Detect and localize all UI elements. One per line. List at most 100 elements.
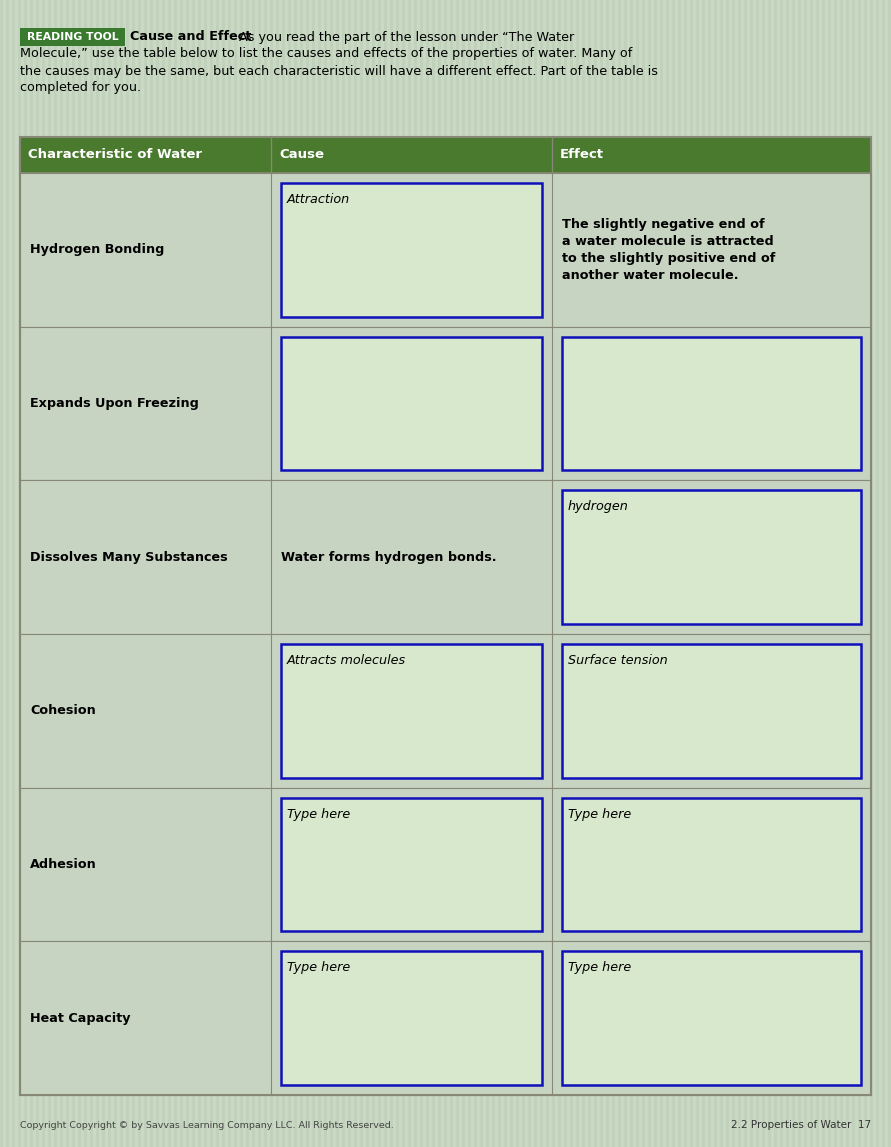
Bar bbox=[510, 0, 512, 1147]
Bar bbox=[852, 0, 854, 1147]
Bar bbox=[696, 0, 699, 1147]
Bar bbox=[816, 0, 819, 1147]
Bar bbox=[228, 0, 231, 1147]
Bar bbox=[804, 0, 806, 1147]
Bar bbox=[0, 0, 3, 1147]
Bar bbox=[414, 0, 416, 1147]
Bar bbox=[20, 136, 871, 1095]
Text: Type here: Type here bbox=[287, 807, 350, 820]
Bar bbox=[666, 0, 668, 1147]
Bar bbox=[606, 0, 609, 1147]
Bar bbox=[528, 0, 530, 1147]
Bar bbox=[714, 0, 716, 1147]
Bar bbox=[558, 0, 560, 1147]
Bar bbox=[822, 0, 824, 1147]
Bar bbox=[432, 0, 435, 1147]
Text: READING TOOL: READING TOOL bbox=[27, 32, 119, 42]
Bar bbox=[20, 327, 871, 481]
Bar bbox=[108, 0, 110, 1147]
Bar bbox=[768, 0, 771, 1147]
Text: Copyright Copyright © by Savvas Learning Company LLC. All Rights Reserved.: Copyright Copyright © by Savvas Learning… bbox=[20, 1121, 394, 1130]
Bar bbox=[624, 0, 626, 1147]
Bar bbox=[222, 0, 225, 1147]
Bar bbox=[888, 0, 890, 1147]
Bar bbox=[810, 0, 813, 1147]
Bar bbox=[168, 0, 170, 1147]
Text: hydrogen: hydrogen bbox=[568, 500, 629, 514]
Bar bbox=[354, 0, 356, 1147]
Bar bbox=[180, 0, 183, 1147]
Text: Attraction: Attraction bbox=[287, 193, 350, 206]
Bar bbox=[138, 0, 141, 1147]
Text: Cause: Cause bbox=[279, 148, 324, 162]
Bar bbox=[486, 0, 488, 1147]
Bar bbox=[281, 797, 542, 931]
Text: Type here: Type here bbox=[287, 961, 350, 974]
Bar bbox=[6, 0, 9, 1147]
Bar bbox=[20, 136, 871, 173]
Bar bbox=[834, 0, 837, 1147]
Bar bbox=[750, 0, 753, 1147]
Bar bbox=[234, 0, 236, 1147]
Bar bbox=[366, 0, 369, 1147]
Bar bbox=[702, 0, 705, 1147]
Bar bbox=[492, 0, 495, 1147]
Bar bbox=[762, 0, 764, 1147]
Bar bbox=[360, 0, 363, 1147]
Text: Expands Upon Freezing: Expands Upon Freezing bbox=[30, 397, 199, 409]
Bar bbox=[726, 0, 729, 1147]
Text: Type here: Type here bbox=[568, 807, 631, 820]
Bar bbox=[276, 0, 279, 1147]
Bar bbox=[546, 0, 549, 1147]
Bar bbox=[216, 0, 218, 1147]
Bar bbox=[516, 0, 519, 1147]
Bar bbox=[306, 0, 308, 1147]
Bar bbox=[102, 0, 104, 1147]
Bar bbox=[240, 0, 242, 1147]
Bar bbox=[600, 0, 602, 1147]
Bar bbox=[288, 0, 290, 1147]
Bar bbox=[132, 0, 135, 1147]
Text: Water forms hydrogen bonds.: Water forms hydrogen bonds. bbox=[281, 551, 496, 563]
Text: As you read the part of the lesson under “The Water: As you read the part of the lesson under… bbox=[235, 31, 575, 44]
Bar bbox=[336, 0, 339, 1147]
Bar bbox=[20, 136, 871, 173]
Bar bbox=[20, 942, 871, 1095]
Bar bbox=[114, 0, 117, 1147]
Text: Molecule,” use the table below to list the causes and effects of the properties : Molecule,” use the table below to list t… bbox=[20, 47, 633, 61]
Bar bbox=[570, 0, 573, 1147]
Bar bbox=[174, 0, 176, 1147]
Bar bbox=[252, 0, 255, 1147]
Text: Characteristic of Water: Characteristic of Water bbox=[28, 148, 202, 162]
Bar bbox=[720, 0, 723, 1147]
Bar bbox=[18, 0, 20, 1147]
Bar bbox=[66, 0, 69, 1147]
Text: Effect: Effect bbox=[560, 148, 604, 162]
Bar bbox=[20, 634, 871, 788]
Text: Heat Capacity: Heat Capacity bbox=[30, 1012, 130, 1024]
Bar bbox=[636, 0, 639, 1147]
Text: Hydrogen Bonding: Hydrogen Bonding bbox=[30, 243, 164, 256]
Bar bbox=[540, 0, 543, 1147]
Bar bbox=[744, 0, 747, 1147]
Bar bbox=[210, 0, 212, 1147]
Bar bbox=[300, 0, 303, 1147]
Bar bbox=[562, 951, 861, 1085]
Bar bbox=[312, 0, 315, 1147]
Bar bbox=[562, 337, 861, 470]
Bar bbox=[630, 0, 633, 1147]
Bar bbox=[684, 0, 686, 1147]
Bar bbox=[792, 0, 795, 1147]
Bar bbox=[648, 0, 650, 1147]
Bar bbox=[36, 0, 38, 1147]
Bar bbox=[192, 0, 194, 1147]
Bar bbox=[198, 0, 200, 1147]
Bar bbox=[870, 0, 872, 1147]
Bar bbox=[708, 0, 710, 1147]
Bar bbox=[20, 788, 871, 942]
Bar bbox=[204, 0, 207, 1147]
Bar bbox=[678, 0, 681, 1147]
Bar bbox=[618, 0, 620, 1147]
Bar bbox=[390, 0, 393, 1147]
Bar bbox=[264, 0, 266, 1147]
